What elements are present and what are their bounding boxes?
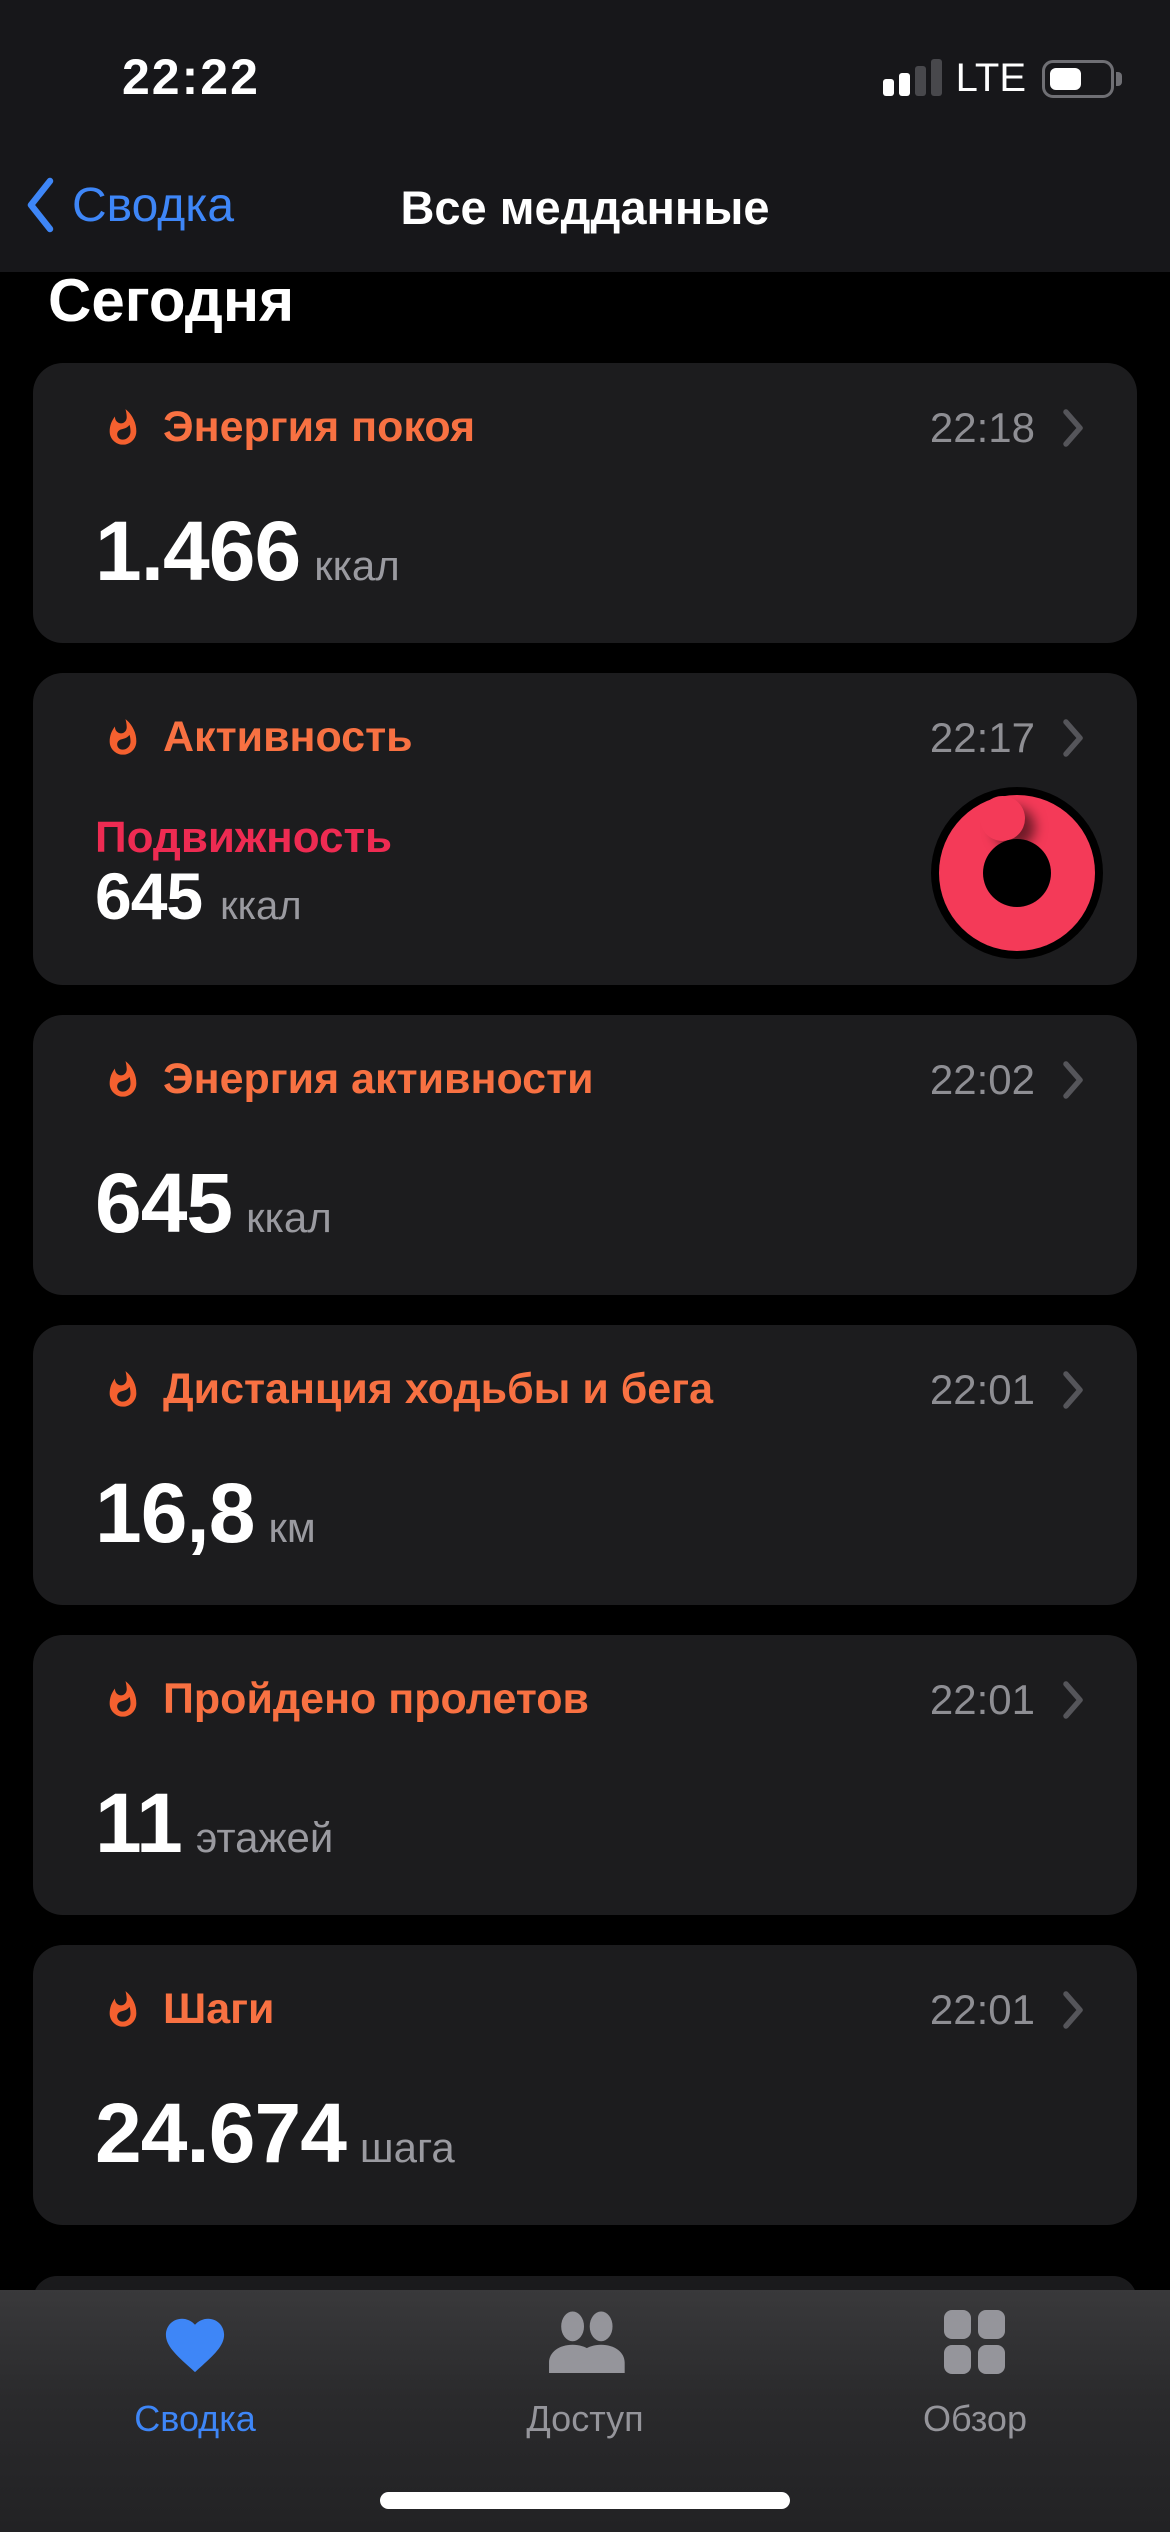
metric-card[interactable]: Дистанция ходьбы и бега 22:01 16,8 км xyxy=(33,1325,1137,1605)
page-title: Все медданные xyxy=(400,181,770,234)
card-header: Энергия активности 22:02 xyxy=(103,1055,1087,1104)
card-header: Дистанция ходьбы и бега 22:01 xyxy=(103,1365,1087,1414)
card-time: 22:17 xyxy=(929,713,1035,761)
card-header: Активность 22:17 xyxy=(103,713,1087,762)
flame-icon xyxy=(103,1680,143,1720)
card-value: 645 xyxy=(95,859,203,933)
card-unit: ккал xyxy=(314,542,400,589)
tab-label: Обзор xyxy=(923,2398,1027,2439)
metric-card[interactable]: Шаги 22:01 24.674 шага xyxy=(33,1945,1137,2225)
tab-label: Сводка xyxy=(134,2398,256,2439)
card-value-row: 11 этажей xyxy=(95,1781,333,1865)
tab-label: Доступ xyxy=(526,2398,644,2439)
card-time: 22:01 xyxy=(929,1985,1035,2033)
cellular-signal-icon xyxy=(882,59,942,98)
card-value-row: 16,8 км xyxy=(95,1471,316,1555)
network-type-label: LTE xyxy=(955,56,1026,100)
flame-icon xyxy=(103,408,143,448)
metric-card[interactable]: Энергия активности 22:02 645 ккал xyxy=(33,1015,1137,1295)
card-value-row: 24.674 шага xyxy=(95,2091,455,2175)
flame-icon xyxy=(103,1370,143,1410)
card-time: 22:02 xyxy=(929,1055,1035,1103)
chevron-left-icon xyxy=(27,177,54,233)
card-value-row: 645 ккал xyxy=(95,863,302,929)
card-value-row: 645 ккал xyxy=(95,1161,332,1245)
card-time: 22:01 xyxy=(929,1675,1035,1723)
chevron-right-icon xyxy=(1061,716,1087,760)
flame-icon xyxy=(103,718,143,758)
status-time: 22:22 xyxy=(122,49,260,105)
flame-icon xyxy=(103,1990,143,2030)
metric-card[interactable]: Энергия покоя 22:18 1.466 ккал xyxy=(33,363,1137,643)
chevron-right-icon xyxy=(1061,1988,1087,2032)
card-time: 22:01 xyxy=(929,1365,1035,1413)
card-value: 11 xyxy=(95,1776,183,1870)
section-header-today: Сегодня xyxy=(48,267,295,334)
header: 22:22 LTE Сводка Все медданные xyxy=(0,0,1170,272)
card-header: Энергия покоя 22:18 xyxy=(103,403,1087,452)
card-unit: этажей xyxy=(195,1814,334,1861)
home-indicator[interactable] xyxy=(380,2492,790,2509)
back-button[interactable]: Сводка xyxy=(24,176,234,234)
card-title: Дистанция ходьбы и бега xyxy=(163,1365,714,1413)
metric-card[interactable]: Активность 22:17 Подвижность 645 ккал xyxy=(33,673,1137,985)
tab-sharing[interactable]: Доступ xyxy=(390,2310,780,2440)
chevron-right-icon xyxy=(1061,406,1087,450)
card-value: 24.674 xyxy=(95,2086,347,2180)
nav-bar: Сводка Все медданные xyxy=(0,176,1170,238)
battery-icon xyxy=(1042,60,1122,98)
card-value-row: 1.466 ккал xyxy=(95,509,400,593)
activity-ring xyxy=(931,787,1103,959)
metric-card[interactable]: Пройдено пролетов 22:01 11 этажей xyxy=(33,1635,1137,1915)
heart-icon xyxy=(160,2310,230,2374)
card-title: Пройдено пролетов xyxy=(163,1675,589,1723)
card-title: Энергия активности xyxy=(163,1055,594,1103)
card-unit: км xyxy=(268,1504,316,1551)
tab-bar: Сводка Доступ xyxy=(0,2290,1170,2532)
card-value: 645 xyxy=(95,1156,233,1250)
back-button-label: Сводка xyxy=(72,178,235,232)
card-value: 1.466 xyxy=(95,504,301,598)
chevron-right-icon xyxy=(1061,1368,1087,1412)
card-unit: ккал xyxy=(246,1194,332,1241)
people-icon xyxy=(539,2310,631,2374)
grid-icon xyxy=(944,2310,1006,2374)
metric-card-list: Энергия покоя 22:18 1.466 ккал xyxy=(33,363,1137,2255)
card-unit: ккал xyxy=(220,884,302,928)
card-title: Энергия покоя xyxy=(163,403,476,451)
card-title: Активность xyxy=(163,713,413,761)
card-time: 22:18 xyxy=(929,403,1035,451)
chevron-right-icon xyxy=(1061,1678,1087,1722)
card-title: Шаги xyxy=(163,1985,275,2033)
card-header: Шаги 22:01 xyxy=(103,1985,1087,2034)
chevron-right-icon xyxy=(1061,1058,1087,1102)
card-unit: шага xyxy=(359,2124,455,2171)
tab-summary[interactable]: Сводка xyxy=(0,2310,390,2440)
status-icons: LTE xyxy=(882,56,1122,100)
tab-browse[interactable]: Обзор xyxy=(780,2310,1170,2440)
card-value: 16,8 xyxy=(95,1466,255,1560)
card-header: Пройдено пролетов 22:01 xyxy=(103,1675,1087,1724)
flame-icon xyxy=(103,1060,143,1100)
card-sublabel: Подвижность xyxy=(95,813,393,862)
